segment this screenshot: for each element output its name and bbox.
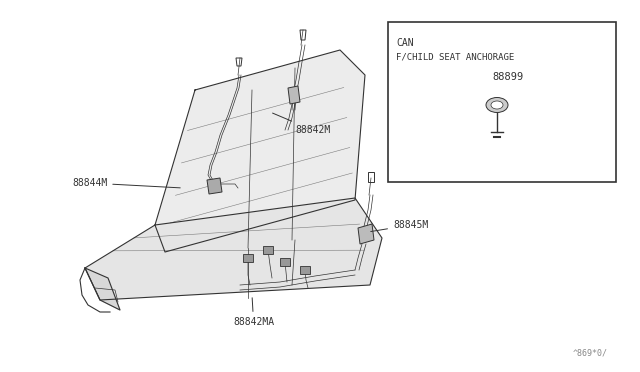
Polygon shape — [358, 224, 374, 244]
Polygon shape — [155, 50, 365, 252]
Text: F/CHILD SEAT ANCHORAGE: F/CHILD SEAT ANCHORAGE — [396, 52, 515, 61]
Text: ^869*0/: ^869*0/ — [573, 349, 608, 358]
Text: 88844M: 88844M — [72, 178, 180, 188]
Polygon shape — [207, 178, 222, 194]
Polygon shape — [280, 258, 290, 266]
Text: CAN: CAN — [396, 38, 413, 48]
Polygon shape — [85, 268, 120, 310]
Text: 88899: 88899 — [492, 72, 524, 82]
Polygon shape — [300, 266, 310, 274]
Bar — [388, 22, 616, 182]
Polygon shape — [288, 86, 300, 104]
Ellipse shape — [486, 97, 508, 112]
Polygon shape — [243, 254, 253, 262]
Ellipse shape — [491, 101, 503, 109]
Polygon shape — [85, 198, 382, 300]
Text: 88845M: 88845M — [371, 220, 428, 231]
Text: 88842M: 88842M — [273, 113, 330, 135]
Text: 88842MA: 88842MA — [233, 298, 274, 327]
Polygon shape — [263, 246, 273, 254]
